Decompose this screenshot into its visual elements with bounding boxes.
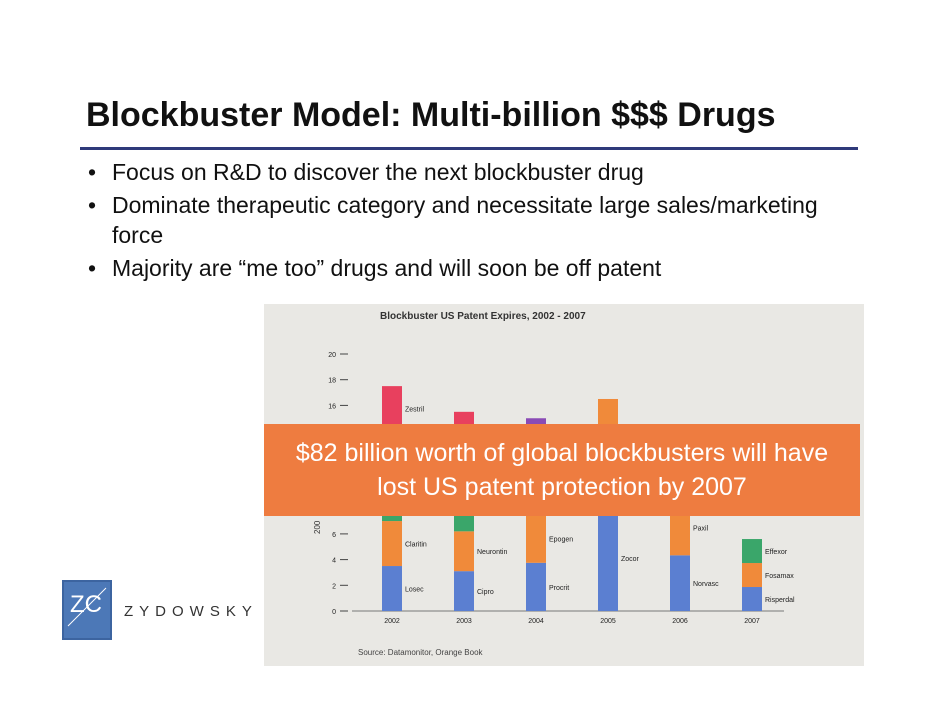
brand-name: ZYDOWSKY: [124, 603, 258, 620]
bar-segment: [742, 539, 762, 564]
bar-segment: [742, 563, 762, 588]
y-tick-label: 6: [332, 532, 336, 539]
bar-segment: [454, 571, 474, 611]
drug-label: Claritin: [405, 542, 427, 549]
x-tick-label: 2004: [528, 618, 544, 625]
y-tick-label: 16: [328, 403, 336, 410]
drug-label: Cipro: [477, 589, 494, 596]
bar-segment: [454, 531, 474, 572]
x-tick-label: 2007: [744, 618, 760, 625]
logo-letter-z: ZC: [70, 591, 102, 618]
bullet-item: Focus on R&D to discover the next blockb…: [84, 157, 844, 187]
highlight-banner: $82 billion worth of global blockbusters…: [264, 424, 860, 516]
y-tick-label: 18: [328, 378, 336, 385]
drug-label: Risperdal: [765, 597, 795, 604]
banner-line-1: $82 billion worth of global blockbusters…: [295, 439, 829, 467]
drug-label: Procrit: [549, 585, 569, 592]
bar-segment: [526, 514, 546, 563]
bar-segment: [670, 555, 690, 611]
x-tick-label: 2006: [672, 618, 688, 625]
bar-segment: [382, 521, 402, 567]
drug-label: Effexor: [765, 549, 788, 556]
y-tick-label: 20: [328, 352, 336, 359]
drug-label: Fosamax: [765, 573, 794, 580]
drug-label: Norvasc: [693, 581, 719, 588]
x-tick-label: 2005: [600, 618, 616, 625]
drug-label: Paxil: [693, 525, 709, 532]
bar-segment: [382, 386, 402, 432]
drug-label: Zocor: [621, 556, 640, 563]
chart-title: Blockbuster US Patent Expires, 2002 - 20…: [380, 311, 586, 322]
drug-label: Epogen: [549, 537, 573, 544]
bar-segment: [526, 562, 546, 611]
drug-label: Zestril: [405, 407, 425, 414]
y-tick-label: 4: [332, 558, 336, 565]
bar-segment: [598, 504, 618, 611]
drug-label: Neurontin: [477, 549, 507, 556]
bar-segment: [742, 587, 762, 611]
bar-segment: [382, 566, 402, 611]
logo-mark-icon: ZC: [67, 587, 107, 627]
bullet-list: Focus on R&D to discover the next blockb…: [84, 157, 844, 286]
slide-title: Blockbuster Model: Multi-billion $$$ Dru…: [86, 96, 776, 134]
title-underline: [80, 147, 858, 150]
y-tick-label: 0: [332, 609, 336, 616]
zc-logo-icon: ZC: [62, 580, 112, 640]
bullet-item: Majority are “me too” drugs and will soo…: [84, 253, 844, 283]
y-tick-label: 2: [332, 583, 336, 590]
banner-line-2: lost US patent protection by 2007: [377, 473, 747, 501]
x-tick-label: 2003: [456, 618, 472, 625]
drug-label: Losec: [405, 587, 424, 594]
bullet-item: Dominate therapeutic category and necess…: [84, 190, 844, 250]
chart-source: Source: Datamonitor, Orange Book: [358, 648, 483, 657]
logo-slash: [67, 587, 107, 627]
x-tick-label: 2002: [384, 618, 400, 625]
y-axis-label: 200: [313, 520, 322, 534]
